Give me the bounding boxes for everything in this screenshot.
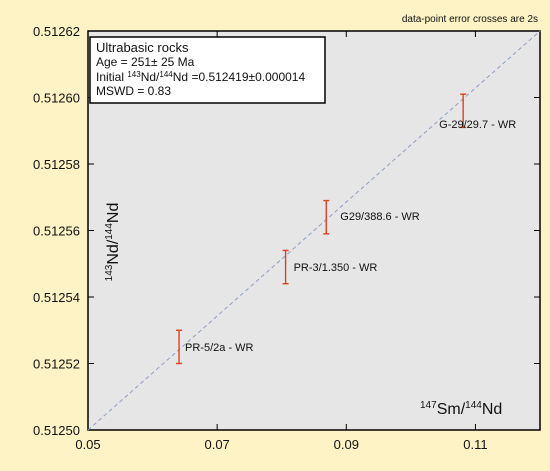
info-box: Ultrabasic rocks Age = 251± 25 Ma Initia… (89, 36, 326, 104)
data-point: G29/388.6 - WR (323, 199, 420, 235)
x-axis-title: 147Sm/144Nd (420, 400, 502, 418)
x-tick-label: 0.09 (334, 437, 359, 452)
isochron-line (87, 30, 541, 431)
y-tick-label: 0.51250 (33, 423, 80, 438)
y-tick-label: 0.51254 (33, 290, 80, 305)
data-point: PR-3/1.350 - WR (282, 249, 378, 285)
info-age: Age = 251± 25 Ma (96, 55, 195, 69)
info-mswd: MSWD = 0.83 (96, 84, 171, 98)
y-tick-label: 0.51252 (33, 357, 80, 372)
x-tick-label: 0.05 (75, 437, 100, 452)
point-label: PR-3/1.350 - WR (294, 262, 378, 274)
y-axis-title: 143Nd/144Nd (104, 203, 122, 282)
data-points: PR-5/2a - WR PR-3/1.350 - WR G29/388.6 - W… (176, 93, 516, 365)
error-cross-note: data-point error crosses are 2s (402, 14, 538, 25)
y-tick-label: 0.51256 (33, 224, 80, 239)
y-tick-label: 0.51258 (33, 157, 80, 172)
info-title: Ultrabasic rocks (96, 40, 189, 55)
x-tick-label: 0.07 (204, 437, 229, 452)
data-point: G-29/29.7 - WR (439, 93, 516, 131)
info-initial-ratio: Initial 143Nd/144Nd =0.512419±0.000014 (96, 70, 305, 84)
data-point: PR-5/2a - WR (176, 329, 254, 365)
y-tick-label: 0.51260 (33, 91, 80, 106)
axis-tick-labels: 0.05 0.07 0.09 0.11 0.51250 0.51252 0.51254 0.5… (33, 24, 488, 452)
point-label: G-29/29.7 - WR (439, 119, 516, 131)
point-label: G29/388.6 - WR (340, 211, 420, 223)
y-tick-label: 0.51262 (33, 24, 80, 39)
x-tick-label: 0.11 (463, 437, 487, 452)
point-label: PR-5/2a - WR (185, 342, 254, 354)
info-box-frame (89, 36, 326, 104)
